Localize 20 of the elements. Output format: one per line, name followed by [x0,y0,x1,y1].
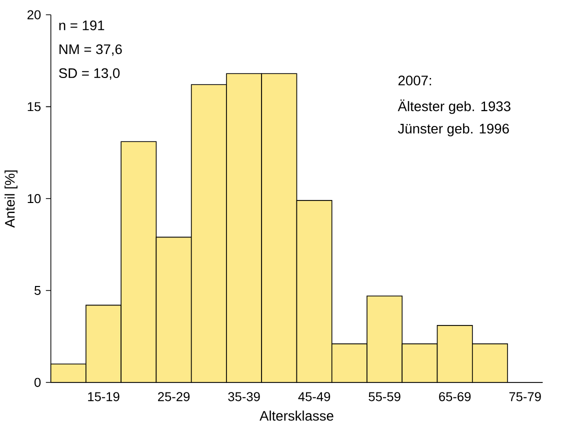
annotation: Jünster geb. 1996 [398,124,509,136]
x-tick-label: 45-49 [298,392,330,402]
y-tick-label: 15 [28,102,41,112]
annotation: NM = 37,6 [60,44,122,56]
x-tick-label: 15-19 [88,392,120,402]
annotation: 2007: [398,76,432,86]
x-tick-label: 25-29 [158,392,190,402]
x-axis-title: Altersklasse [260,410,334,421]
annotation: Ältester geb. 1933 [398,100,510,114]
y-axis-title: Anteil [%] [4,170,18,228]
x-tick-label: 35-39 [228,392,260,402]
x-tick-label: 55-59 [368,392,400,402]
y-tick-label: 10 [28,194,41,204]
annotation: n = 191 [59,20,104,30]
y-tick-label: 0 [34,378,41,388]
x-tick-label: 75-79 [509,392,541,402]
y-tick-label: 20 [28,10,41,20]
annotation: SD = 13,0 [59,68,120,80]
y-tick-label: 5 [34,286,41,296]
x-tick-label: 65-69 [439,392,471,402]
